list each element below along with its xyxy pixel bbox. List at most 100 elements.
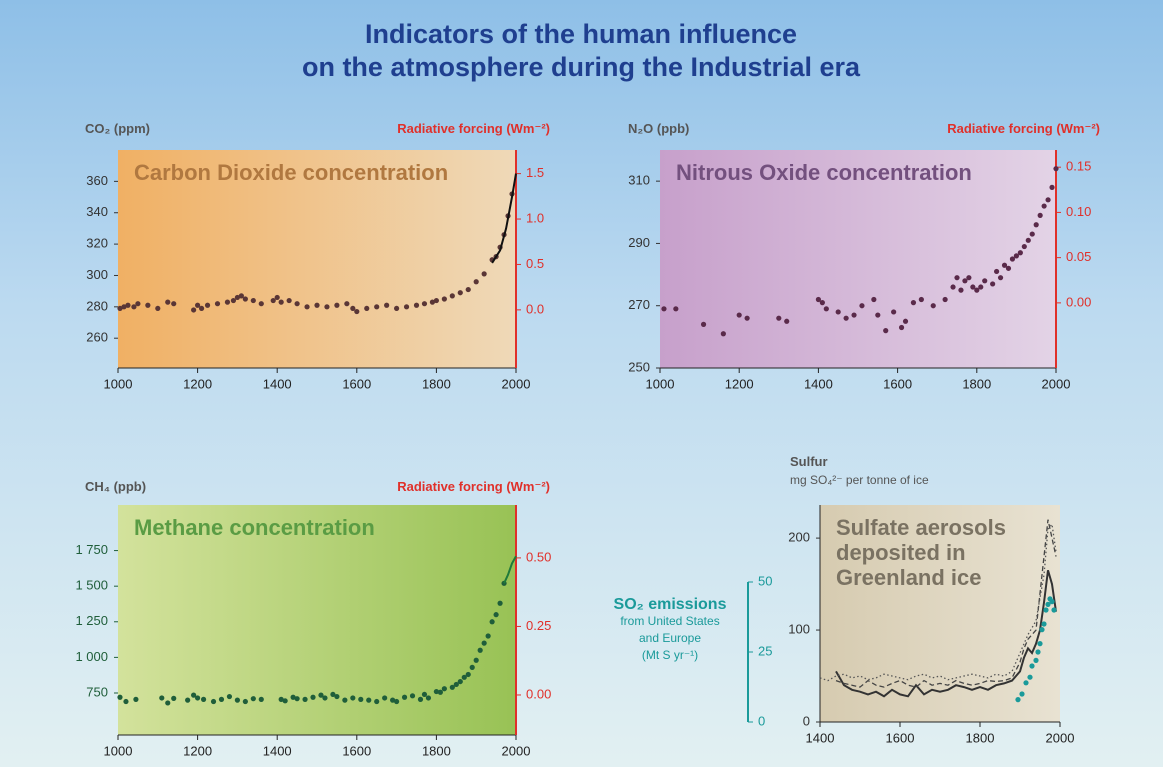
data-point <box>449 293 455 299</box>
data-point <box>1041 621 1047 627</box>
data-point <box>835 309 841 315</box>
y2-tick-label: 0.00 <box>526 686 551 701</box>
data-point <box>274 294 280 301</box>
data-point <box>954 275 960 281</box>
data-point <box>433 688 439 695</box>
data-point <box>131 304 137 310</box>
data-point <box>310 694 316 700</box>
data-point <box>461 674 467 680</box>
data-point <box>493 612 499 618</box>
x-tick-label: 1600 <box>342 376 371 391</box>
y-tick-label: 1 750 <box>75 542 108 557</box>
data-point <box>489 619 495 625</box>
figure-title-line: on the atmosphere during the Industrial … <box>302 52 861 82</box>
plot-panel <box>660 150 1056 368</box>
data-point <box>330 691 336 698</box>
data-point <box>165 299 171 305</box>
data-point <box>994 268 1000 275</box>
data-point <box>421 301 428 307</box>
data-point <box>314 302 320 308</box>
y2-axis-label-line: (Mt S yr⁻¹) <box>642 648 698 662</box>
x-tick-label: 1600 <box>342 743 371 758</box>
y2-tick-label: 1.0 <box>526 210 544 225</box>
y-tick-label: 100 <box>788 621 810 636</box>
data-point <box>302 696 308 702</box>
data-point <box>123 698 129 705</box>
y-tick-label: 1 500 <box>75 578 108 593</box>
data-point <box>218 696 225 702</box>
data-point <box>871 296 877 303</box>
data-point <box>117 694 123 700</box>
data-point <box>898 324 905 331</box>
data-line <box>835 570 1057 698</box>
data-point <box>165 700 171 706</box>
data-point <box>350 695 356 701</box>
data-point <box>437 689 443 695</box>
y2-axis-label-line: from United States <box>620 614 719 628</box>
data-point <box>673 306 679 312</box>
data-point <box>390 697 396 703</box>
data-point <box>214 301 221 307</box>
data-point <box>1037 212 1043 218</box>
data-point <box>883 328 889 334</box>
x-tick-label: 1200 <box>725 376 754 391</box>
data-point <box>258 301 264 307</box>
data-point <box>918 296 924 303</box>
data-point <box>970 284 976 290</box>
y-tick-label: 320 <box>86 236 108 251</box>
plot-panel <box>118 505 516 735</box>
x-tick-label: 1800 <box>422 376 451 391</box>
data-point <box>290 694 296 700</box>
panel-title-line: deposited in <box>836 540 966 565</box>
data-point <box>1001 262 1008 268</box>
data-point <box>1053 166 1059 172</box>
data-point <box>185 697 191 703</box>
data-point <box>155 305 161 312</box>
x-tick-label: 2000 <box>502 376 531 391</box>
panel-title-line: Greenland ice <box>836 565 982 590</box>
x-tick-label: 1400 <box>263 743 292 758</box>
data-point <box>902 318 909 324</box>
data-point <box>171 301 177 307</box>
data-point <box>191 692 197 698</box>
data-point <box>465 286 471 293</box>
x-tick-label: 1600 <box>886 730 915 745</box>
data-line <box>491 173 517 264</box>
data-point <box>238 293 244 299</box>
data-point <box>1005 265 1012 271</box>
figure-title: Indicators of the human influence on the … <box>302 19 861 82</box>
panel-title: Carbon Dioxide concentration <box>134 160 448 185</box>
data-point <box>1017 250 1023 256</box>
panel-title-line: Nitrous Oxide concentration <box>676 160 972 185</box>
y2-tick-label: 25 <box>758 643 772 658</box>
data-point <box>851 312 857 318</box>
data-point <box>403 304 410 310</box>
y2-axis-label-line: Radiative forcing (Wm⁻²) <box>397 479 550 494</box>
y-axis-label-line: CO₂ (ppm) <box>85 121 150 136</box>
data-point <box>322 695 328 701</box>
data-point <box>234 294 240 301</box>
data-point <box>1019 691 1025 697</box>
data-point <box>374 698 380 705</box>
y-axis-label: N₂O (ppb) <box>628 121 689 136</box>
data-point <box>278 299 284 305</box>
data-point <box>364 305 370 312</box>
y-tick-label: 250 <box>628 359 650 374</box>
data-point <box>469 664 475 670</box>
data-point <box>1045 197 1051 203</box>
data-point <box>815 296 822 303</box>
data-point <box>318 692 324 698</box>
data-point <box>429 299 436 305</box>
y2-tick-label: 1.5 <box>526 165 544 180</box>
data-point <box>250 696 256 702</box>
data-point <box>270 297 276 304</box>
data-point <box>394 698 400 705</box>
data-point <box>401 694 408 700</box>
data-point <box>210 698 217 705</box>
y-axis-label: CO₂ (ppm) <box>85 121 150 136</box>
data-point <box>997 275 1004 281</box>
data-point <box>1029 663 1035 669</box>
data-point <box>1049 599 1055 605</box>
data-point <box>784 318 790 324</box>
data-point <box>242 296 248 302</box>
